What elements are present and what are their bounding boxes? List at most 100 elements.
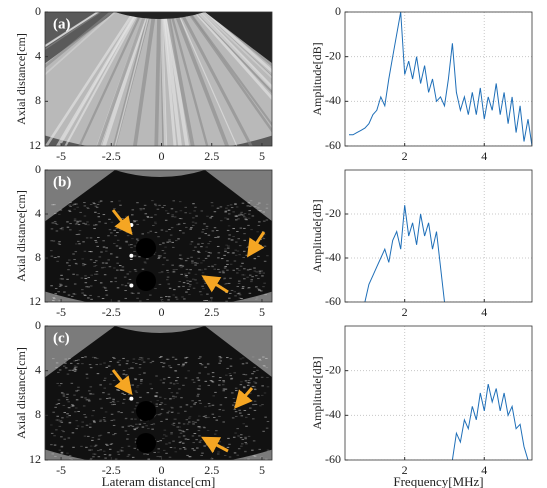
speckle [211, 216, 214, 217]
speckle [73, 395, 76, 396]
speckle [158, 414, 161, 415]
speckle [110, 281, 113, 282]
speckle [155, 376, 158, 377]
speckle [250, 229, 253, 230]
speckle [225, 245, 228, 246]
speckle [132, 362, 135, 363]
speckle [115, 281, 118, 282]
speckle [234, 372, 237, 373]
speckle [56, 416, 59, 417]
speckle [75, 251, 78, 252]
speckle [60, 436, 63, 437]
speckle [75, 243, 78, 244]
speckle [200, 246, 203, 247]
speckle [54, 257, 57, 258]
speckle [184, 449, 187, 450]
speckle [176, 383, 179, 384]
speckle [92, 394, 95, 395]
speckle [201, 210, 204, 211]
speckle [211, 266, 214, 267]
speckle [138, 359, 141, 360]
speckle [156, 456, 159, 457]
speckle [182, 443, 185, 444]
speckle [201, 286, 204, 287]
speckle [66, 279, 69, 280]
speckle [146, 299, 149, 300]
speckle [244, 410, 247, 411]
speckle [266, 377, 269, 378]
speckle [203, 446, 206, 447]
speckle [98, 216, 101, 217]
speckle [166, 279, 169, 280]
speckle [158, 255, 161, 256]
speckle [97, 213, 100, 214]
speckle [248, 218, 251, 219]
speckle [184, 207, 187, 208]
speckle [92, 454, 95, 455]
speckle [50, 444, 53, 445]
speckle [241, 443, 244, 444]
speckle [242, 203, 245, 204]
speckle [112, 401, 115, 402]
speckle [110, 232, 113, 233]
speckle [173, 200, 176, 201]
speckle [218, 380, 221, 381]
speckle [154, 204, 157, 205]
plot-area [345, 326, 532, 460]
speckle [134, 419, 137, 420]
speckle [258, 203, 261, 204]
speckle [159, 284, 162, 285]
speckle [256, 370, 259, 371]
speckle [187, 258, 190, 259]
y-axis-label: Axial distance[cm] [14, 347, 28, 439]
speckle [103, 247, 106, 248]
speckle [236, 428, 239, 429]
speckle [222, 380, 225, 381]
speckle [151, 200, 154, 201]
speckle [197, 396, 200, 397]
speckle [235, 255, 238, 256]
speckle [257, 288, 260, 289]
speckle [183, 282, 186, 283]
speckle [131, 385, 134, 386]
speckle [232, 405, 235, 406]
speckle [96, 207, 99, 208]
speckle [90, 386, 93, 387]
point-target [129, 223, 133, 227]
speckle [186, 419, 189, 420]
speckle [52, 453, 55, 454]
speckle [183, 423, 186, 424]
speckle [75, 360, 78, 361]
plot-area [345, 170, 532, 302]
speckle [83, 202, 86, 203]
speckle [113, 358, 116, 359]
speckle [139, 208, 142, 209]
speckle [136, 402, 139, 403]
speckle [192, 225, 195, 226]
speckle [127, 273, 130, 274]
speckle [84, 397, 87, 398]
speckle [171, 424, 174, 425]
speckle [258, 359, 261, 360]
speckle [142, 269, 145, 270]
speckle [75, 224, 78, 225]
speckle [84, 295, 87, 296]
speckle [59, 426, 62, 427]
speckle [247, 382, 250, 383]
speckle [104, 378, 107, 379]
speckle [176, 392, 179, 393]
speckle [181, 296, 184, 297]
speckle [179, 230, 182, 231]
speckle [128, 244, 131, 245]
speckle [87, 286, 90, 287]
speckle [147, 216, 150, 217]
speckle [233, 270, 236, 271]
speckle [76, 221, 79, 222]
speckle [75, 264, 78, 265]
speckle [240, 266, 243, 267]
speckle [168, 411, 171, 412]
speckle [219, 272, 222, 273]
speckle [165, 296, 168, 297]
speckle [239, 245, 242, 246]
speckle [243, 233, 246, 234]
